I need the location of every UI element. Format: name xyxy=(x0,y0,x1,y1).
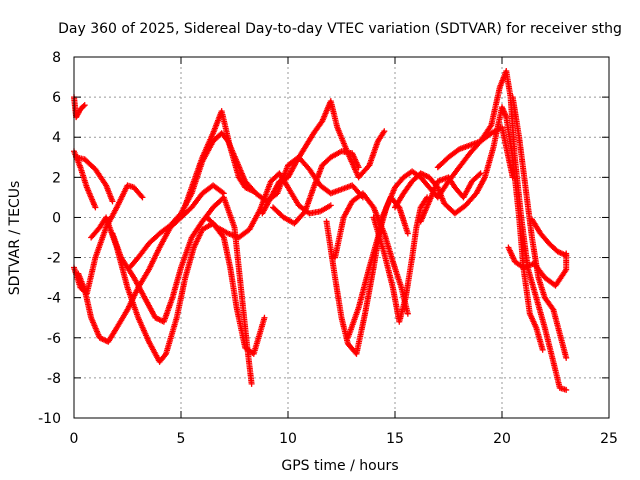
series-track-12 xyxy=(270,148,362,227)
data-point-marker xyxy=(219,189,226,196)
y-tick-label: -2 xyxy=(47,251,61,267)
data-point-marker xyxy=(381,128,388,135)
y-axis-label: SDTVAR / TECUs xyxy=(7,181,23,296)
data-point-marker xyxy=(138,193,145,200)
y-tick-label: 2 xyxy=(52,170,61,186)
data-point-marker xyxy=(355,164,362,171)
series-track-21 xyxy=(505,244,570,289)
y-tick-label: -4 xyxy=(47,291,61,307)
series-track-4 xyxy=(71,182,146,297)
y-tick-label: 6 xyxy=(52,90,61,106)
x-tick-label: 0 xyxy=(70,431,79,447)
tick-marks xyxy=(73,56,610,419)
series-track-20 xyxy=(509,94,570,361)
x-axis-label: GPS time / hours xyxy=(281,458,398,474)
data-point-marker xyxy=(477,170,484,177)
series-track-7 xyxy=(109,194,255,387)
y-tick-label: 0 xyxy=(52,210,61,226)
y-tick-label: -6 xyxy=(47,331,61,347)
data-point-marker xyxy=(109,198,116,205)
x-tick-labels: 0 5 10 15 20 25 xyxy=(70,431,618,447)
series-track-9 xyxy=(182,108,257,209)
data-point-marker xyxy=(476,171,483,178)
data-point-marker xyxy=(539,346,546,353)
plot-border xyxy=(73,56,610,419)
y-tick-labels: -10 -8 -6 -4 -2 0 2 4 6 8 xyxy=(38,50,61,427)
data-point-marker xyxy=(563,252,570,259)
data-point-marker xyxy=(81,102,88,109)
x-tick-label: 10 xyxy=(279,431,297,447)
x-tick-label: 25 xyxy=(600,431,618,447)
series-track-11 xyxy=(259,98,388,217)
data-point-marker xyxy=(139,194,146,201)
y-tick-label: -8 xyxy=(47,371,61,387)
chart-title: Day 360 of 2025, Sidereal Day-to-day VTE… xyxy=(58,21,622,37)
data-point-marker xyxy=(161,352,168,359)
series-track-22 xyxy=(528,216,570,259)
data-point-marker xyxy=(80,103,87,110)
x-tick-label: 20 xyxy=(493,431,511,447)
data-layer xyxy=(71,68,570,393)
data-point-marker xyxy=(549,305,556,312)
data-point-marker xyxy=(327,202,334,209)
y-tick-label: 8 xyxy=(52,50,61,66)
series-track-5 xyxy=(75,182,227,345)
data-point-marker xyxy=(563,386,570,393)
series-track-3 xyxy=(73,154,116,205)
x-tick-label: 5 xyxy=(177,431,186,447)
x-tick-label: 15 xyxy=(386,431,404,447)
series-track-17 xyxy=(392,104,546,353)
series-track-15 xyxy=(344,124,516,341)
data-point-marker xyxy=(404,230,411,237)
y-tick-label: 4 xyxy=(52,130,61,146)
data-point-marker xyxy=(250,188,257,195)
data-point-marker xyxy=(92,204,99,211)
series-track-16 xyxy=(370,194,431,325)
data-point-marker xyxy=(261,314,268,321)
data-point-marker xyxy=(248,380,255,387)
series-track-19 xyxy=(434,68,570,393)
series-track-18 xyxy=(417,170,484,225)
data-point-marker xyxy=(563,354,570,361)
data-point-marker xyxy=(404,310,411,317)
y-tick-label: -10 xyxy=(38,411,61,427)
